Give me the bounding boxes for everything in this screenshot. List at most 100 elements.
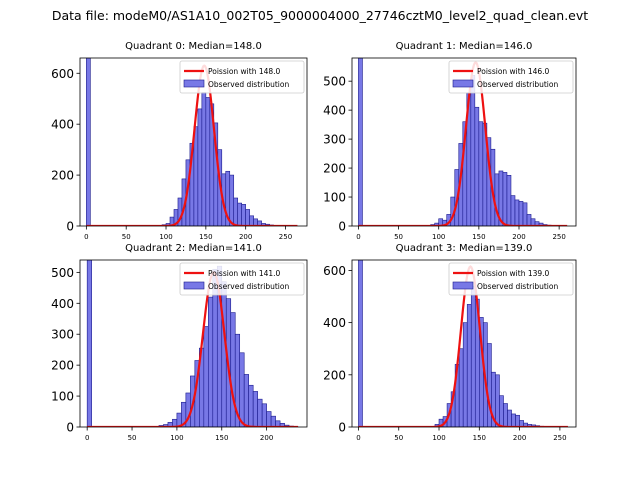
histogram-bar xyxy=(261,403,267,427)
legend-label-observed: Observed distribution xyxy=(208,282,289,291)
y-tick-label: 200 xyxy=(323,368,346,382)
legend-label-poisson: Poission with 141.0 xyxy=(208,269,281,278)
plot-area xyxy=(86,58,298,226)
x-tick-label: 100 xyxy=(432,434,445,442)
x-tick-label: 200 xyxy=(513,434,526,442)
histogram-bar xyxy=(511,413,516,427)
histogram-bar xyxy=(510,195,516,226)
legend-box xyxy=(448,60,574,94)
poisson-curve xyxy=(358,265,568,427)
histogram-bar xyxy=(358,260,363,427)
x-tick-label: 200 xyxy=(239,233,252,241)
histogram-bar xyxy=(221,281,227,427)
histogram-bar xyxy=(252,391,258,427)
histogram-bar xyxy=(458,348,464,427)
histogram-bar xyxy=(205,97,211,226)
y-tick-label: 400 xyxy=(323,316,346,330)
histogram-bar xyxy=(526,214,532,226)
legend-box xyxy=(448,262,574,296)
legend-label-poisson: Poission with 148.0 xyxy=(208,67,281,76)
histogram-bar xyxy=(233,197,239,226)
histogram-bar xyxy=(470,75,476,226)
histogram-bar xyxy=(86,260,92,427)
y-tick-label: 300 xyxy=(51,328,74,342)
histogram-bar xyxy=(245,209,250,226)
x-tick-label: 250 xyxy=(279,233,292,241)
histogram-bar xyxy=(499,395,504,427)
legend: Poission with 139.0 Observed distribution xyxy=(448,262,574,296)
legend-label-observed: Observed distribution xyxy=(477,282,558,291)
x-tick-label: 100 xyxy=(170,434,183,442)
quadrant-2-chart: 0 50 100 150 200 0 100 200 300 400 500 Quadrant 2: … xyxy=(51,243,308,442)
histogram-bar xyxy=(229,174,235,226)
quadrant-3-chart: 0 50 100 150 200 250 0 200 400 600 Quadrant 3: Med… xyxy=(323,243,577,442)
legend-label-observed: Observed distribution xyxy=(477,80,558,89)
axes-frame xyxy=(79,57,308,227)
x-tick-label: 0 xyxy=(356,233,360,241)
legend-box xyxy=(179,60,305,94)
y-tick-label: 200 xyxy=(51,169,74,183)
subplot-title: Quadrant 0: Median=148.0 xyxy=(125,41,262,52)
histogram-bar xyxy=(514,199,520,226)
histogram-bar xyxy=(358,58,363,226)
y-tick-label: 500 xyxy=(323,75,346,89)
y-tick-label: 500 xyxy=(51,266,74,280)
histogram-bar xyxy=(478,121,484,226)
histogram-bar xyxy=(466,304,472,427)
y-tick-label: 100 xyxy=(323,191,346,205)
histogram-bar xyxy=(518,201,524,226)
histogram-bar xyxy=(503,403,508,427)
axes-frame xyxy=(351,259,577,428)
subplot-title: Quadrant 2: Median=141.0 xyxy=(125,243,262,254)
plot-area xyxy=(86,260,299,427)
plot-area xyxy=(358,58,568,226)
histogram-bar xyxy=(86,58,91,226)
histogram-bar xyxy=(241,204,246,226)
legend-bar-swatch xyxy=(183,281,205,290)
legend-bar-swatch xyxy=(452,281,474,290)
x-tick-label: 250 xyxy=(552,233,565,241)
y-tick-label: 0 xyxy=(338,220,346,234)
axes-frame xyxy=(79,259,308,428)
y-tick-label: 0 xyxy=(66,421,74,435)
histogram-bar xyxy=(470,285,476,427)
legend: Poission with 148.0 Observed distribution xyxy=(179,60,305,94)
poisson-curve xyxy=(86,64,298,226)
y-tick-label: 300 xyxy=(323,133,346,147)
x-tick-label: 200 xyxy=(260,434,273,442)
legend-label-poisson: Poission with 139.0 xyxy=(477,269,550,278)
x-tick-label: 250 xyxy=(553,434,566,442)
axes-frame xyxy=(351,57,577,227)
histogram-bar xyxy=(193,126,199,226)
histogram-bar xyxy=(230,312,236,427)
x-tick-label: 100 xyxy=(432,233,445,241)
x-tick-label: 150 xyxy=(473,434,486,442)
histogram-bar xyxy=(243,374,249,427)
x-tick-label: 150 xyxy=(199,233,212,241)
y-tick-label: 200 xyxy=(323,162,346,176)
x-tick-label: 0 xyxy=(356,434,360,442)
plot-area xyxy=(358,260,568,427)
histogram-bar xyxy=(203,326,209,427)
histogram-bar xyxy=(248,384,254,427)
x-tick-label: 50 xyxy=(128,434,137,442)
x-tick-label: 150 xyxy=(472,233,485,241)
histogram-bar xyxy=(208,296,214,427)
histogram-bar xyxy=(239,352,245,427)
x-tick-label: 0 xyxy=(84,233,88,241)
y-tick-label: 400 xyxy=(51,118,74,132)
legend-label-poisson: Poission with 146.0 xyxy=(477,67,550,76)
figure-title: Data file: modeM0/AS1A10_002T05_90000040… xyxy=(52,8,588,23)
histogram-bar xyxy=(507,409,512,427)
histogram-bar xyxy=(257,398,263,427)
y-tick-label: 0 xyxy=(66,220,74,234)
y-tick-label: 100 xyxy=(51,390,74,404)
histogram-bar xyxy=(522,202,528,226)
y-tick-label: 0 xyxy=(338,421,346,435)
legend-box xyxy=(179,262,305,296)
histogram-bar xyxy=(201,92,207,226)
legend: Poission with 146.0 Observed distribution xyxy=(448,60,574,94)
quadrant-0-chart: 0 50 100 150 200 250 0 200 400 600 Quadrant 0: Med… xyxy=(51,41,308,241)
legend-label-observed: Observed distribution xyxy=(208,80,289,89)
